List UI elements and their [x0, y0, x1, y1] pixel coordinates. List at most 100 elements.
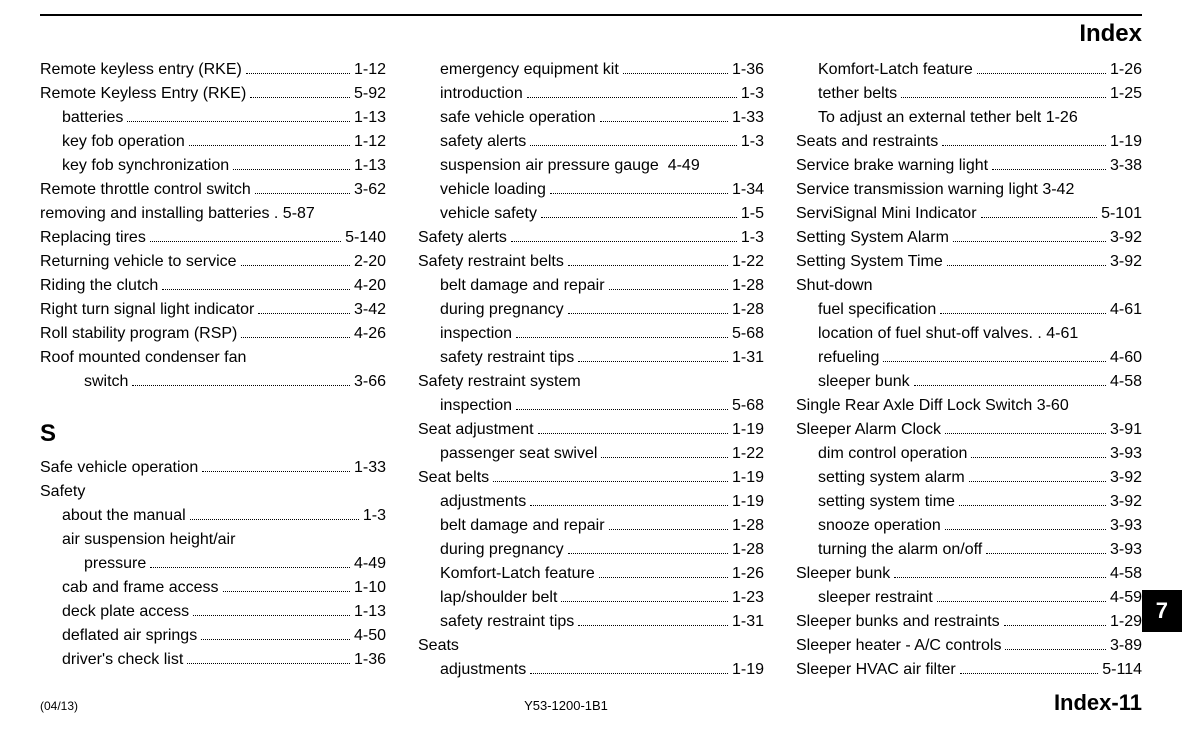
page-ref: 1-19 — [1110, 130, 1142, 154]
entry-text: Sleeper bunk — [796, 562, 890, 586]
entry-text: snooze operation — [818, 514, 941, 538]
page-ref: 3-60 — [1037, 394, 1069, 418]
index-subentry: key fob operation1-12 — [40, 130, 386, 154]
index-entry: Seats and restraints1-19 — [796, 130, 1142, 154]
entry-text: Returning vehicle to service — [40, 250, 237, 274]
entry-text: key fob operation — [62, 130, 185, 154]
entry-text: about the manual — [62, 504, 186, 528]
index-column-1: Remote keyless entry (RKE)1-12Remote Key… — [40, 58, 386, 682]
index-subentry: safety restraint tips1-31 — [418, 610, 764, 634]
entry-text: Komfort-Latch feature — [440, 562, 595, 586]
index-entry: Riding the clutch4-20 — [40, 274, 386, 298]
index-entry: Sleeper Alarm Clock3-91 — [796, 418, 1142, 442]
index-subentry: setting system alarm3-92 — [796, 466, 1142, 490]
entry-text: setting system alarm — [818, 466, 965, 490]
entry-text: suspension air pressure gauge — [440, 154, 668, 178]
section-tab: 7 — [1142, 590, 1182, 632]
index-subentry: deck plate access 1-13 — [40, 600, 386, 624]
index-subentry: introduction 1-3 — [418, 82, 764, 106]
index-subentry: location of fuel shut-off valves. . 4-61 — [796, 322, 1142, 346]
page-ref: 3-92 — [1110, 226, 1142, 250]
page-ref: 5-68 — [732, 322, 764, 346]
entry-text: inspection — [440, 394, 512, 418]
header-rule — [40, 14, 1142, 16]
entry-text: sleeper bunk — [818, 370, 910, 394]
index-entry: Sleeper bunks and restraints1-29 — [796, 610, 1142, 634]
index-entry: Returning vehicle to service 2-20 — [40, 250, 386, 274]
entry-text: passenger seat swivel — [440, 442, 597, 466]
index-subentry: belt damage and repair1-28 — [418, 514, 764, 538]
index-subentry: vehicle loading1-34 — [418, 178, 764, 202]
page-ref: 1-26 — [1110, 58, 1142, 82]
page-ref: 1-31 — [732, 346, 764, 370]
index-subentry: Komfort-Latch feature1-26 — [418, 562, 764, 586]
index-page: Index Remote keyless entry (RKE)1-12Remo… — [0, 0, 1182, 732]
index-subentry: snooze operation3-93 — [796, 514, 1142, 538]
page-footer: (04/13) Y53-1200-1B1 Index-11 — [40, 682, 1142, 716]
entry-text: batteries — [62, 106, 123, 130]
entry-text: sleeper restraint — [818, 586, 933, 610]
page-ref: 4-58 — [1110, 370, 1142, 394]
index-subentry: sleeper bunk 4-58 — [796, 370, 1142, 394]
index-entry: Roof mounted condenser fanswitch3-66 — [40, 346, 386, 394]
page-ref: 1-23 — [732, 586, 764, 610]
index-entry: Safe vehicle operation1-33 — [40, 456, 386, 480]
page-ref: 1-22 — [732, 250, 764, 274]
entry-text: Setting System Alarm — [796, 226, 949, 250]
entry-text: To adjust an external tether belt — [818, 106, 1046, 130]
entry-text: deflated air springs — [62, 624, 197, 648]
page-ref: 3-62 — [354, 178, 386, 202]
page-ref: 1-3 — [741, 226, 764, 250]
page-ref: 4-58 — [1110, 562, 1142, 586]
index-entry: Remote Keyless Entry (RKE)5-92 — [40, 82, 386, 106]
page-ref: 4-49 — [354, 552, 386, 576]
index-subentry: inspection 5-68 — [418, 394, 764, 418]
entry-text: cab and frame access — [62, 576, 219, 600]
page-ref: 1-19 — [732, 418, 764, 442]
page-ref: 1-13 — [354, 106, 386, 130]
entry-text: refueling — [818, 346, 879, 370]
footer-right: Index-11 — [1054, 690, 1142, 716]
index-subentry: dim control operation3-93 — [796, 442, 1142, 466]
entry-text: Single Rear Axle Diff Lock Switch — [796, 394, 1037, 418]
entry-text: introduction — [440, 82, 523, 106]
page-ref: 3-66 — [354, 370, 386, 394]
index-subentry: during pregnancy1-28 — [418, 538, 764, 562]
entry-text: lap/shoulder belt — [440, 586, 557, 610]
index-subentry: setting system time3-92 — [796, 490, 1142, 514]
page-ref: 1-3 — [741, 82, 764, 106]
entry-text: safety restraint tips — [440, 610, 574, 634]
index-subentry: lap/shoulder belt 1-23 — [418, 586, 764, 610]
entry-text: emergency equipment kit — [440, 58, 619, 82]
page-ref: 1-28 — [732, 514, 764, 538]
index-subentry: batteries 1-13 — [40, 106, 386, 130]
entry-text: adjustments — [440, 490, 526, 514]
page-ref: 3-92 — [1110, 250, 1142, 274]
page-ref: 1-36 — [354, 648, 386, 672]
entry-text: safety alerts — [440, 130, 526, 154]
page-ref: 1-19 — [732, 490, 764, 514]
entry-text: inspection — [440, 322, 512, 346]
page-ref: 4-50 — [354, 624, 386, 648]
entry-text: deck plate access — [62, 600, 189, 624]
entry-text: key fob synchronization — [62, 154, 229, 178]
index-entry: Remote throttle control switch3-62 — [40, 178, 386, 202]
page-ref: 5-68 — [732, 394, 764, 418]
page-ref: 4-61 — [1110, 298, 1142, 322]
index-heading: Shut-down — [796, 274, 1142, 298]
page-ref: 4-26 — [354, 322, 386, 346]
index-columns: Remote keyless entry (RKE)1-12Remote Key… — [40, 58, 1142, 682]
page-ref: 5-140 — [345, 226, 386, 250]
index-entry: ServiSignal Mini Indicator5-101 — [796, 202, 1142, 226]
index-entry: Replacing tires 5-140 — [40, 226, 386, 250]
page-ref: 2-20 — [354, 250, 386, 274]
index-entry: Service brake warning light3-38 — [796, 154, 1142, 178]
index-entry: Setting System Time3-92 — [796, 250, 1142, 274]
index-heading: Safety restraint system — [418, 370, 764, 394]
footer-center: Y53-1200-1B1 — [524, 698, 608, 713]
index-subentry: adjustments1-19 — [418, 658, 764, 682]
page-ref: 1-13 — [354, 600, 386, 624]
entry-text: Replacing tires — [40, 226, 146, 250]
page-ref: 3-93 — [1110, 442, 1142, 466]
entry-text: during pregnancy — [440, 538, 564, 562]
